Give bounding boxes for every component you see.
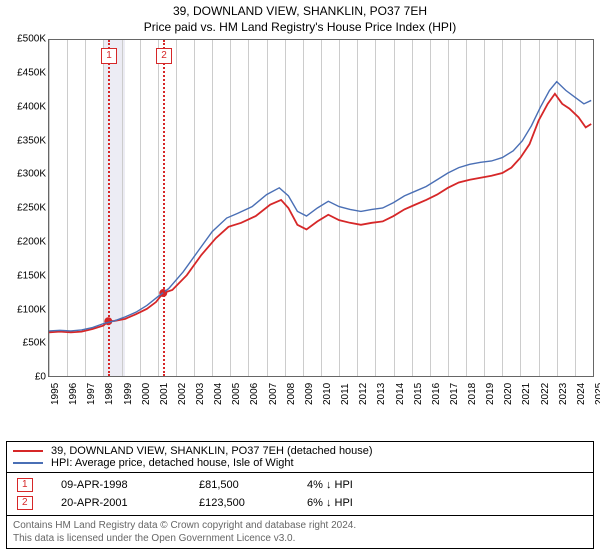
x-tick-label: 2003 [196, 383, 206, 405]
x-tick-label: 2005 [232, 383, 242, 405]
y-tick-label: £100K [17, 304, 46, 315]
x-tick-label: 2014 [396, 383, 406, 405]
x-tick-label: 2007 [269, 383, 279, 405]
x-tick-label: 2012 [359, 383, 369, 405]
x-tick-label: 2009 [305, 383, 315, 405]
sales-table: 1 09-APR-1998£81,5004% ↓ HPI 2 20-APR-2001£… [13, 476, 587, 512]
data-lines-svg [49, 40, 593, 376]
x-tick-label: 1995 [51, 383, 61, 405]
x-tick-label: 2010 [323, 383, 333, 405]
legend-sales-box: 1 09-APR-1998£81,5004% ↓ HPI 2 20-APR-2001£… [6, 473, 594, 516]
sale-marker-label: 1 [101, 48, 117, 64]
x-tick-label: 2021 [522, 383, 532, 405]
x-tick-label: 1998 [105, 383, 115, 405]
x-tick-label: 2006 [250, 383, 260, 405]
y-tick-label: £200K [17, 236, 46, 247]
y-tick-label: £150K [17, 270, 46, 281]
x-tick-label: 2023 [559, 383, 569, 405]
legend-series-box: 39, DOWNLAND VIEW, SHANKLIN, PO37 7EH (d… [6, 441, 594, 473]
y-tick-label: £450K [17, 67, 46, 78]
legend-series-label: HPI: Average price, detached house, Isle… [51, 457, 294, 469]
legend-attribution-box: Contains HM Land Registry data © Crown c… [6, 516, 594, 549]
chart-title-1: 39, DOWNLAND VIEW, SHANKLIN, PO37 7EH [6, 4, 594, 20]
x-tick-label: 2001 [160, 383, 170, 405]
legend-section: 39, DOWNLAND VIEW, SHANKLIN, PO37 7EH (d… [6, 441, 594, 549]
x-tick-label: 2000 [142, 383, 152, 405]
y-tick-label: £0 [35, 372, 46, 383]
x-axis: 1995 1996 1997 1998 1999 2000 2001 2002 2003 2004… [48, 379, 594, 409]
x-tick-label: 2015 [414, 383, 424, 405]
y-tick-label: £50K [23, 338, 46, 349]
sale-delta: 4% ↓ HPI [303, 476, 587, 494]
x-tick-label: 2025 [595, 383, 600, 405]
sale-date: 20-APR-2001 [57, 494, 195, 512]
y-tick-label: £300K [17, 169, 46, 180]
legend-series-label: 39, DOWNLAND VIEW, SHANKLIN, PO37 7EH (d… [51, 445, 373, 457]
plot-area: 12 [48, 39, 594, 377]
x-tick-label: 2013 [377, 383, 387, 405]
sale-delta: 6% ↓ HPI [303, 494, 587, 512]
x-tick-label: 2020 [504, 383, 514, 405]
x-tick-label: 2008 [287, 383, 297, 405]
x-tick-label: 2017 [450, 383, 460, 405]
series-line-property [49, 94, 591, 333]
sale-marker-line [108, 40, 110, 376]
sale-number-badge: 1 [17, 478, 33, 492]
y-tick-label: £350K [17, 135, 46, 146]
sale-row: 1 09-APR-1998£81,5004% ↓ HPI [13, 476, 587, 494]
x-tick-label: 2024 [577, 383, 587, 405]
attribution-line-1: Contains HM Land Registry data © Crown c… [13, 519, 587, 532]
x-axis-spacer [6, 379, 48, 409]
y-axis: £0£50K£100K£150K£200K£250K£300K£350K£400… [6, 39, 48, 377]
sale-marker-line [163, 40, 165, 376]
x-tick-label: 2011 [341, 384, 351, 406]
x-tick-label: 2016 [432, 383, 442, 405]
sale-price: £123,500 [195, 494, 303, 512]
sale-price: £81,500 [195, 476, 303, 494]
sale-date: 09-APR-1998 [57, 476, 195, 494]
attribution-line-2: This data is licensed under the Open Gov… [13, 532, 587, 545]
plot-row: £0£50K£100K£150K£200K£250K£300K£350K£400… [6, 39, 594, 377]
series-line-hpi [49, 82, 591, 331]
y-tick-label: £400K [17, 101, 46, 112]
x-tick-label: 2018 [468, 383, 478, 405]
x-tick-label: 2004 [214, 383, 224, 405]
legend-swatch [13, 450, 43, 452]
y-tick-label: £500K [17, 34, 46, 45]
chart-title-2: Price paid vs. HM Land Registry's House … [6, 20, 594, 36]
x-tick-label: 1999 [124, 383, 134, 405]
y-tick-label: £250K [17, 203, 46, 214]
gridline-vertical [593, 40, 594, 376]
chart-container: 39, DOWNLAND VIEW, SHANKLIN, PO37 7EH Pr… [0, 0, 600, 555]
sale-number-badge: 2 [17, 496, 33, 510]
sale-row: 2 20-APR-2001£123,5006% ↓ HPI [13, 494, 587, 512]
x-tick-label: 2019 [486, 383, 496, 405]
x-tick-label: 2022 [541, 383, 551, 405]
x-tick-label: 2002 [178, 383, 188, 405]
legend-series-row: 39, DOWNLAND VIEW, SHANKLIN, PO37 7EH (d… [13, 445, 587, 457]
sale-marker-label: 2 [156, 48, 172, 64]
legend-swatch [13, 462, 43, 464]
legend-series-row: HPI: Average price, detached house, Isle… [13, 457, 587, 469]
x-tick-label: 1996 [69, 383, 79, 405]
x-axis-row: 1995 1996 1997 1998 1999 2000 2001 2002 2003 2004… [6, 379, 594, 409]
x-tick-label: 1997 [87, 383, 97, 405]
